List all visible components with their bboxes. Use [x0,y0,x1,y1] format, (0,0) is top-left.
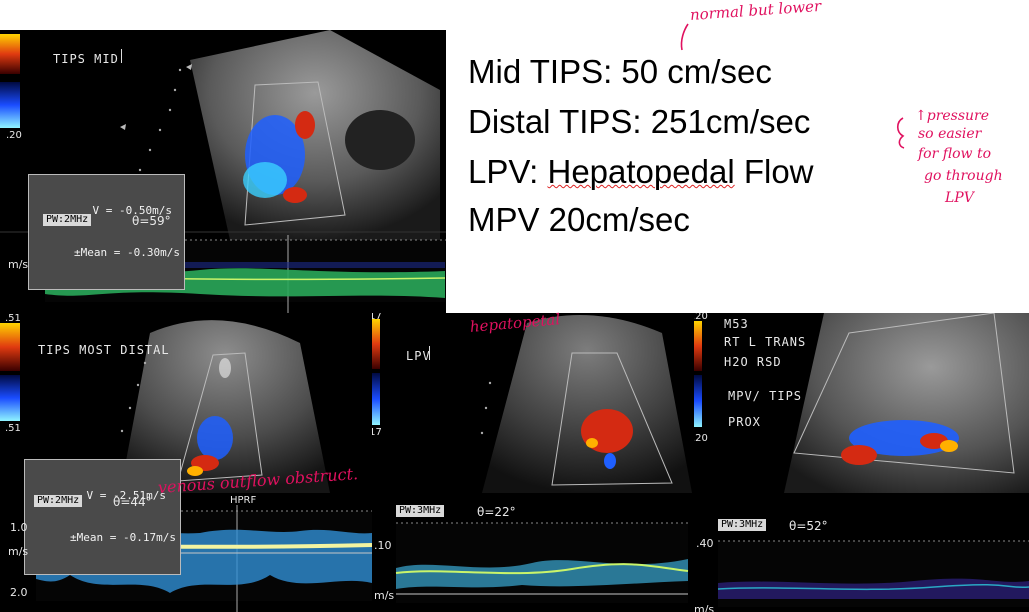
ultrasound-panel-tips-most-distal: .51 .51 TIPS MOST DISTAL V = -2.51m/s ±M… [0,313,372,612]
annotation-pressure-line2: so easier [918,126,982,142]
readout-velocity: V = -0.50m/s [92,204,172,217]
pw-frequency-tag: PW:3MHz [396,505,445,517]
velocity-readout: V = -2.51m/s ±Mean = -0.17m/s [24,459,181,575]
velocity-scale-bottom: .51 [5,423,21,434]
ultrasound-image-tips-distal [0,320,372,612]
spectral-axis-unit: m/s [8,545,29,558]
lpv-prefix: LPV: [468,153,548,190]
label-h2o-rsd: H2O RSD [724,355,782,369]
readout-mean: ±Mean = -0.17m/s [70,531,176,544]
summary-text-panel: Mid TIPS: 50 cm/sec Distal TIPS: 251cm/s… [446,30,1029,313]
lpv-flow-direction: LPV: Hepatopedal Flow [468,153,814,191]
ultrasound-image-mpv [694,313,1029,607]
doppler-angle: θ=59° [132,214,171,228]
panel-label: LPV [406,349,431,363]
label-rt-l-trans: RT L TRANS [724,335,807,349]
panel-label: TIPS MID [53,52,119,66]
readout-mean: ±Mean = -0.30m/s [74,246,180,259]
spectral-axis-unit: m/s [694,603,715,612]
doppler-angle: θ=44° [113,495,152,509]
lpv-suffix: Flow [734,153,814,190]
doppler-angle: θ=52° [789,519,828,533]
doppler-angle: θ=22° [477,505,516,519]
velocity-readout: V = -0.50m/s ±Mean = -0.30m/s [28,174,185,290]
spectral-axis-top: 1.0 [10,521,28,534]
readout-velocity: V = -2.51m/s [86,489,166,502]
pw-frequency-tag: PW:2MHz [43,214,92,226]
ultrasound-panel-tips-mid: .20 TIPS MID V = -0.50m/s ±Mean = -0.30m… [0,30,446,313]
ultrasound-image-lpv [372,315,692,603]
ultrasound-panel-mpv-tips: .20 .20 M53 RT L TRANS H2O RSD MPV/ TIPS… [694,313,1029,612]
label-prox: PROX [728,415,761,429]
cursor-bar [429,346,430,360]
pw-frequency-tag: PW:2MHz [34,495,83,507]
velocity-scale-top: .17 [372,313,382,322]
cursor-bar [121,49,122,63]
spectral-axis-bottom: 2.0 [10,586,28,599]
mid-tips-velocity: Mid TIPS: 50 cm/sec [468,53,772,90]
distal-tips-velocity: Distal TIPS: 251cm/sec [468,103,811,140]
annotation-pressure-line5: LPV [945,190,974,206]
velocity-scale-bottom: .20 [694,433,708,444]
label-mpv-tips: MPV/ TIPS [728,389,803,403]
hprf-label: HPRF [230,495,257,506]
annotation-normal-but-lower: normal but lower [689,0,822,24]
velocity-scale-top: .20 [694,313,708,322]
panel-label: TIPS MOST DISTAL [38,343,170,357]
annotation-pressure-line3: for flow to [918,146,992,162]
annotation-pressure-line4: go through [924,168,1003,184]
spectral-axis-unit: m/s [374,589,395,602]
pw-frequency-tag: PW:3MHz [718,519,767,531]
spectral-axis-top: .40 [696,537,714,550]
annotation-pressure-line1: ↑pressure [915,108,990,124]
spectral-axis-top: .10 [374,539,392,552]
ultrasound-image-tips-mid [0,30,446,313]
velocity-scale-bottom: .20 [6,130,22,141]
velocity-scale-bottom: .17 [372,427,382,438]
velocity-scale-top: .51 [5,313,21,324]
ultrasound-panel-lpv: .17 .17 LPV PW:3MHz θ=22° .10 m/s [372,313,694,612]
label-m53: M53 [724,317,749,331]
lpv-hepatopedal: Hepatopedal [547,153,735,190]
spectral-axis-unit: m/s [8,258,29,271]
mpv-velocity: MPV 20cm/sec [468,201,690,238]
